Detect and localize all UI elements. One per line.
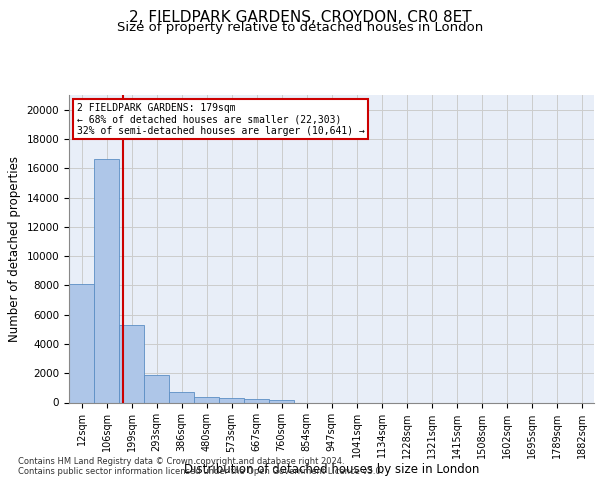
Y-axis label: Number of detached properties: Number of detached properties xyxy=(8,156,21,342)
Bar xyxy=(94,160,119,402)
Bar xyxy=(269,400,294,402)
Text: 2 FIELDPARK GARDENS: 179sqm
← 68% of detached houses are smaller (22,303)
32% of: 2 FIELDPARK GARDENS: 179sqm ← 68% of det… xyxy=(77,102,365,136)
Bar xyxy=(69,284,94,403)
Bar xyxy=(119,325,144,402)
Bar xyxy=(244,400,269,402)
Bar xyxy=(144,376,169,402)
Text: Contains public sector information licensed under the Open Government Licence v3: Contains public sector information licen… xyxy=(18,468,383,476)
Text: Size of property relative to detached houses in London: Size of property relative to detached ho… xyxy=(117,21,483,34)
Bar xyxy=(219,398,244,402)
Bar xyxy=(169,392,194,402)
X-axis label: Distribution of detached houses by size in London: Distribution of detached houses by size … xyxy=(184,464,479,476)
Bar xyxy=(194,397,219,402)
Text: Contains HM Land Registry data © Crown copyright and database right 2024.: Contains HM Land Registry data © Crown c… xyxy=(18,458,344,466)
Text: 2, FIELDPARK GARDENS, CROYDON, CR0 8ET: 2, FIELDPARK GARDENS, CROYDON, CR0 8ET xyxy=(128,10,472,25)
